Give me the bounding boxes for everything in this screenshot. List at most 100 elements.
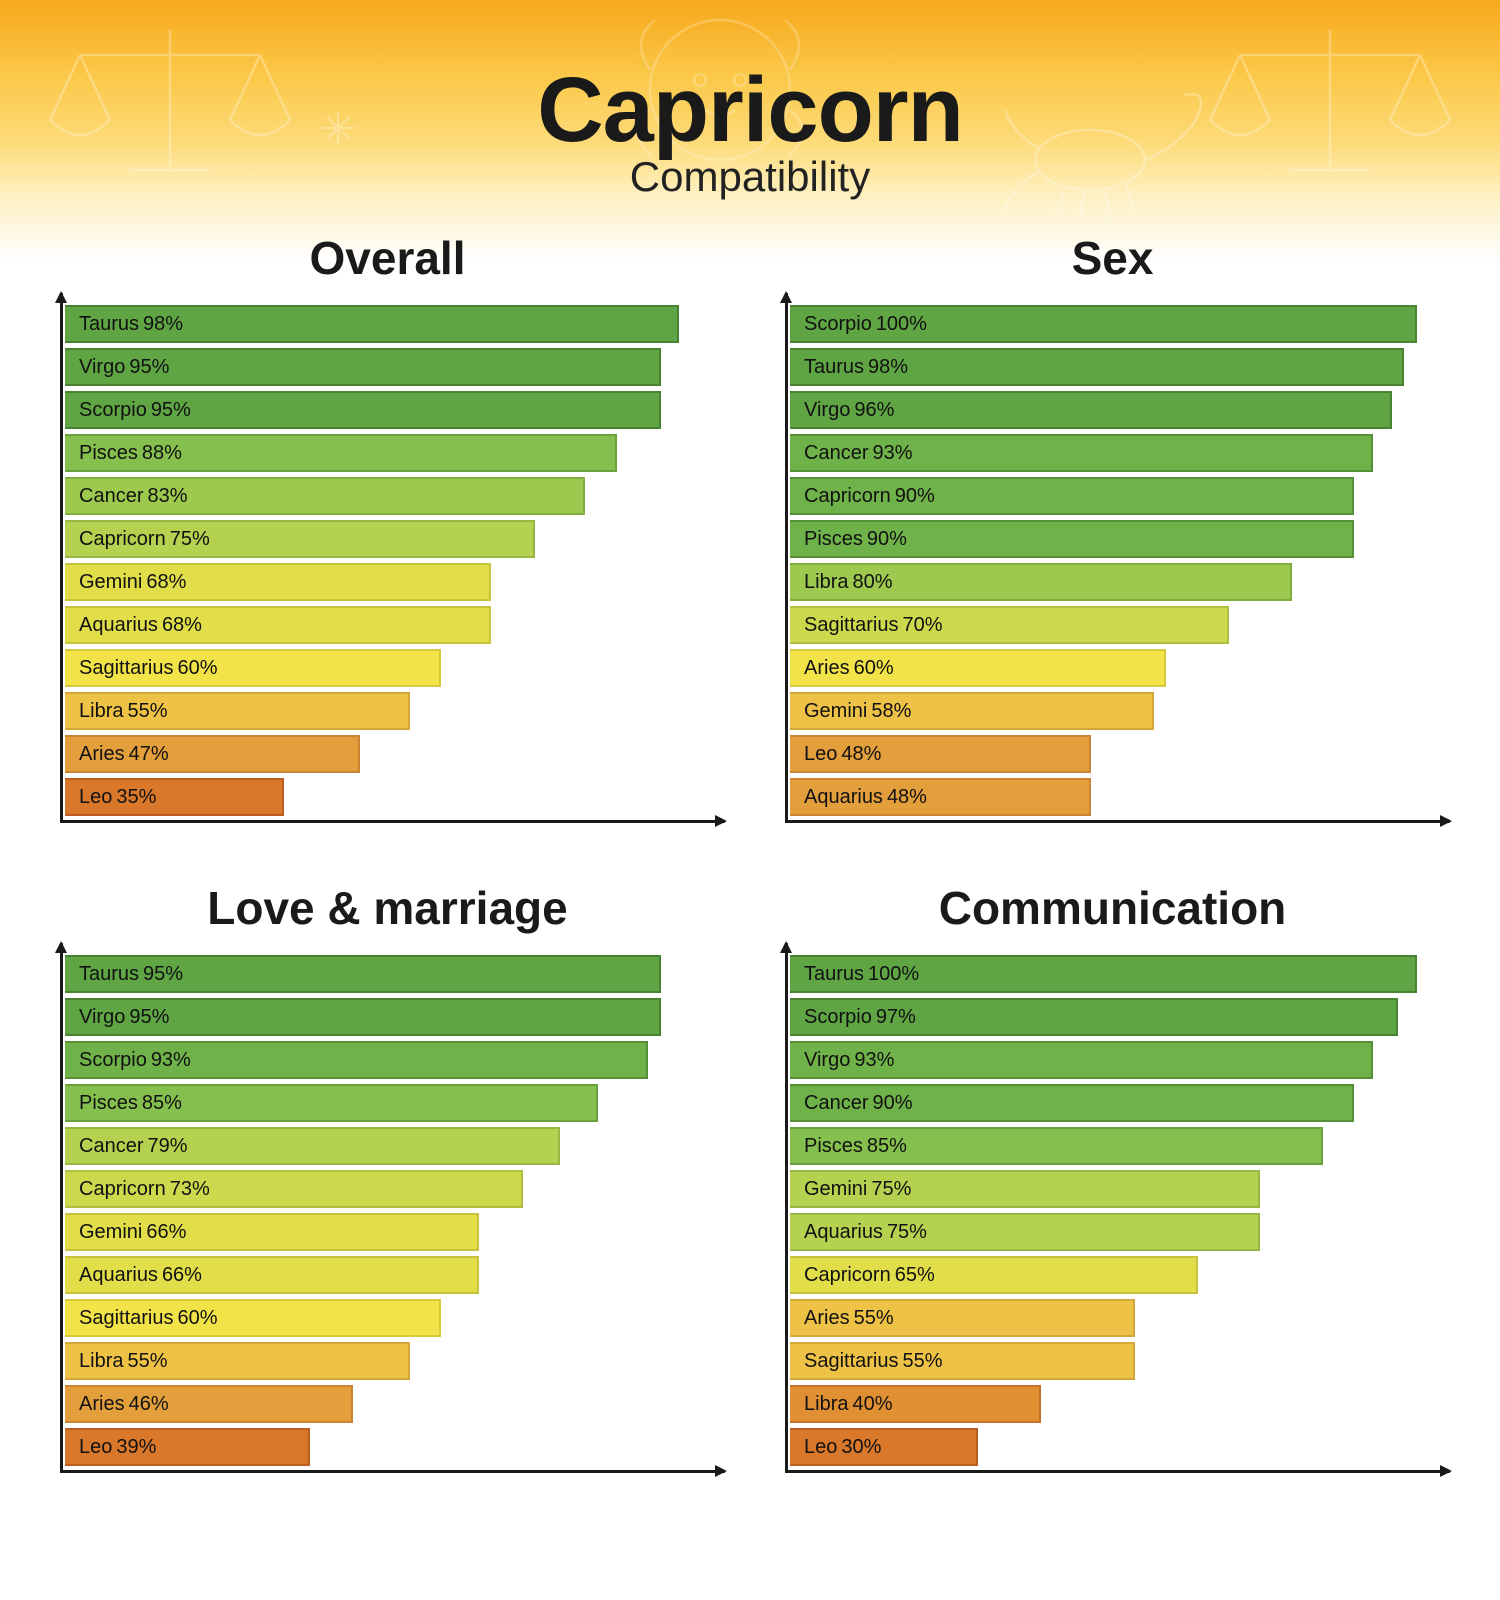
bar-sign-label: Libra xyxy=(804,571,848,594)
bar-pct-label: 90% xyxy=(895,485,935,508)
bar: Cancer 83% xyxy=(65,477,585,515)
bar-sign-label: Pisces xyxy=(79,1092,138,1115)
bar: Virgo 93% xyxy=(790,1041,1373,1079)
panel-title: Overall xyxy=(50,231,725,285)
bar: Libra 80% xyxy=(790,563,1292,601)
bar-sign-label: Sagittarius xyxy=(804,614,899,637)
bar-sign-label: Sagittarius xyxy=(804,1350,899,1373)
bar-pct-label: 30% xyxy=(841,1436,881,1459)
bar-pct-label: 47% xyxy=(129,743,169,766)
bar-pct-label: 93% xyxy=(854,1049,894,1072)
bar: Aries 46% xyxy=(65,1385,353,1423)
bar-sign-label: Capricorn xyxy=(804,1264,891,1287)
bar: Pisces 88% xyxy=(65,434,617,472)
bar: Aquarius 48% xyxy=(790,778,1091,816)
bar: Scorpio 93% xyxy=(65,1041,648,1079)
bar-pct-label: 98% xyxy=(868,356,908,379)
bar-sign-label: Libra xyxy=(79,700,123,723)
bar: Gemini 68% xyxy=(65,563,491,601)
bar: Scorpio 97% xyxy=(790,998,1398,1036)
bar-sign-label: Aries xyxy=(804,1307,850,1330)
bar-pct-label: 88% xyxy=(142,442,182,465)
bar-pct-label: 70% xyxy=(903,614,943,637)
bar-sign-label: Gemini xyxy=(804,1178,867,1201)
bar: Libra 55% xyxy=(65,1342,410,1380)
bar-sign-label: Aquarius xyxy=(804,786,883,809)
bar: Sagittarius 55% xyxy=(790,1342,1135,1380)
bar: Virgo 95% xyxy=(65,998,661,1036)
bar: Leo 39% xyxy=(65,1428,310,1466)
bar: Aries 55% xyxy=(790,1299,1135,1337)
bar-sign-label: Pisces xyxy=(79,442,138,465)
bar-sign-label: Capricorn xyxy=(804,485,891,508)
bar-pct-label: 60% xyxy=(854,657,894,680)
bar: Leo 30% xyxy=(790,1428,978,1466)
bar-sign-label: Capricorn xyxy=(79,1178,166,1201)
bar: Leo 35% xyxy=(65,778,284,816)
bar-pct-label: 48% xyxy=(887,786,927,809)
bar-sign-label: Scorpio xyxy=(79,1049,147,1072)
bar-pct-label: 55% xyxy=(127,1350,167,1373)
bar-pct-label: 35% xyxy=(116,786,156,809)
bar-pct-label: 80% xyxy=(852,571,892,594)
bar-sign-label: Capricorn xyxy=(79,528,166,551)
bar-sign-label: Sagittarius xyxy=(79,1307,174,1330)
panel-title: Love & marriage xyxy=(50,881,725,935)
bar: Cancer 90% xyxy=(790,1084,1354,1122)
bar-sign-label: Leo xyxy=(804,1436,837,1459)
bar-sign-label: Cancer xyxy=(79,1135,143,1158)
bar-pct-label: 66% xyxy=(146,1221,186,1244)
bar: Cancer 79% xyxy=(65,1127,560,1165)
axis-wrap: Taurus 100% Scorpio 97% Virgo 93% Cancer 90… xyxy=(775,943,1450,1501)
bar: Libra 40% xyxy=(790,1385,1041,1423)
bar-pct-label: 40% xyxy=(852,1393,892,1416)
bar: Gemini 66% xyxy=(65,1213,479,1251)
bar: Aquarius 66% xyxy=(65,1256,479,1294)
bar-sign-label: Virgo xyxy=(79,356,125,379)
bar: Capricorn 65% xyxy=(790,1256,1198,1294)
bar: Sagittarius 60% xyxy=(65,1299,441,1337)
bar-sign-label: Gemini xyxy=(79,1221,142,1244)
bar-pct-label: 66% xyxy=(162,1264,202,1287)
bar: Aries 47% xyxy=(65,735,360,773)
bar-pct-label: 73% xyxy=(170,1178,210,1201)
bar-pct-label: 46% xyxy=(129,1393,169,1416)
bar: Leo 48% xyxy=(790,735,1091,773)
bar-pct-label: 97% xyxy=(876,1006,916,1029)
bar-sign-label: Aries xyxy=(804,657,850,680)
bar: Capricorn 90% xyxy=(790,477,1354,515)
bar-pct-label: 90% xyxy=(872,1092,912,1115)
bar-sign-label: Gemini xyxy=(804,700,867,723)
bar-sign-label: Scorpio xyxy=(79,399,147,422)
bar-pct-label: 75% xyxy=(887,1221,927,1244)
bar-sign-label: Virgo xyxy=(804,399,850,422)
bar: Sagittarius 70% xyxy=(790,606,1229,644)
bar: Taurus 98% xyxy=(65,305,679,343)
bar-sign-label: Aquarius xyxy=(804,1221,883,1244)
bar-sign-label: Leo xyxy=(804,743,837,766)
bar-pct-label: 96% xyxy=(854,399,894,422)
bar: Taurus 100% xyxy=(790,955,1417,993)
bars-container: Scorpio 100%Taurus 98%Virgo 96%Cancer 93… xyxy=(787,305,1450,851)
bar: Gemini 75% xyxy=(790,1170,1260,1208)
bar-sign-label: Leo xyxy=(79,786,112,809)
page-subtitle: Compatibility xyxy=(50,153,1450,201)
bar: Pisces 85% xyxy=(65,1084,598,1122)
bar-sign-label: Gemini xyxy=(79,571,142,594)
bar: Taurus 98% xyxy=(790,348,1404,386)
bar-pct-label: 100% xyxy=(876,313,927,336)
axis-wrap: Scorpio 100%Taurus 98%Virgo 96%Cancer 93… xyxy=(775,293,1450,851)
bar: Aquarius 68% xyxy=(65,606,491,644)
bar-sign-label: Scorpio xyxy=(804,313,872,336)
bar-pct-label: 100% xyxy=(868,963,919,986)
bar-pct-label: 95% xyxy=(129,1006,169,1029)
bar: Scorpio 95% xyxy=(65,391,661,429)
bar-pct-label: 83% xyxy=(147,485,187,508)
bars-container: Taurus 98%Virgo 95%Scorpio 95%Pisces 88%… xyxy=(62,305,725,851)
bar-pct-label: 60% xyxy=(178,657,218,680)
bar: Pisces 85% xyxy=(790,1127,1323,1165)
bar: Sagittarius 60% xyxy=(65,649,441,687)
bar-pct-label: 98% xyxy=(143,313,183,336)
bar-sign-label: Aquarius xyxy=(79,1264,158,1287)
bar-sign-label: Pisces xyxy=(804,1135,863,1158)
